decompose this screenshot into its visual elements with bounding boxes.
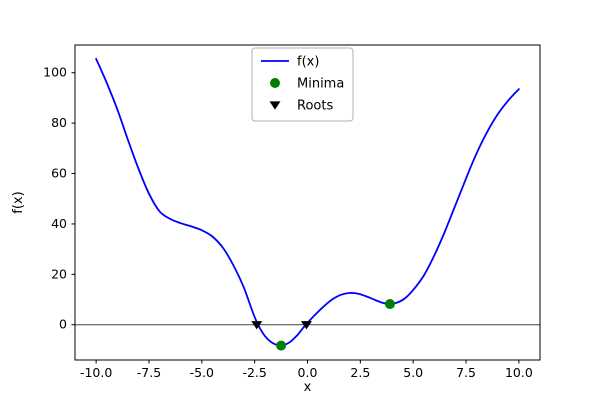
y-tick-label: 20 [51, 266, 67, 281]
legend-label: Minima [297, 77, 344, 92]
roots-markers [251, 321, 312, 330]
y-axis-label: f(x) [11, 191, 26, 213]
y-tick-label: 80 [51, 115, 67, 130]
y-tick-label: 0 [59, 317, 67, 332]
y-axis: 0 20 40 60 80 100 [43, 65, 75, 332]
curve-fx [95, 58, 520, 347]
y-tick-label: 40 [51, 216, 67, 231]
legend-roots-marker [269, 101, 281, 110]
root-point-marker [251, 321, 263, 330]
x-tick-label: 10.0 [505, 365, 533, 380]
minima-markers [276, 299, 395, 351]
minimum-point-marker [384, 299, 395, 310]
legend-minima-marker [270, 78, 280, 88]
legend: f(x) Minima Roots [251, 47, 354, 122]
x-tick-label: -2.5 [242, 365, 266, 380]
legend-label: f(x) [297, 55, 319, 70]
x-tick-label: -7.5 [137, 365, 161, 380]
x-tick-label: 5.0 [403, 365, 423, 380]
x-axis-label: x [304, 380, 312, 395]
y-tick-label: 100 [43, 65, 67, 80]
legend-label: Roots [297, 99, 333, 114]
x-tick-label: -10.0 [80, 365, 112, 380]
y-tick-label: 60 [51, 166, 67, 181]
x-axis: -10.0 -7.5 -5.0 -2.5 0.0 2.5 5.0 7.5 10.0 [80, 360, 533, 380]
minimum-point-marker [276, 340, 287, 351]
x-tick-label: 7.5 [456, 365, 476, 380]
x-tick-label: -5.0 [190, 365, 214, 380]
root-point-marker [300, 321, 312, 330]
x-tick-label: 0.0 [298, 365, 318, 380]
x-tick-label: 2.5 [350, 365, 370, 380]
